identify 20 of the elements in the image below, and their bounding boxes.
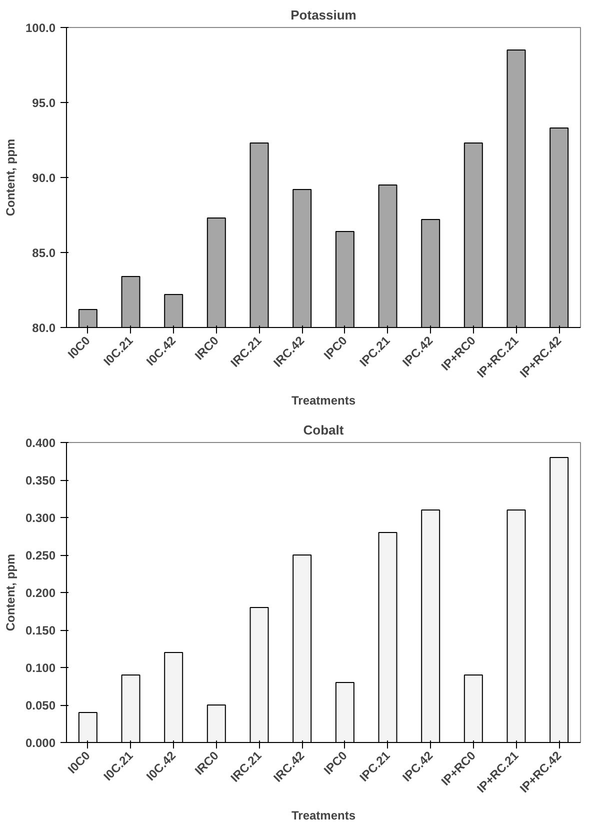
chart-title: Potassium (290, 8, 356, 22)
y-tick-label: 0.350 (25, 474, 56, 488)
y-tick-label: 0.400 (25, 436, 56, 450)
y-tick-label: 0.150 (25, 624, 56, 638)
y-axis-title: Content, ppm (3, 554, 18, 632)
y-tick-label: 80.0 (32, 321, 56, 335)
y-tick-label: 0.300 (25, 511, 56, 525)
y-tick-label: 0.250 (25, 548, 56, 562)
x-axis-title: Treatments (291, 393, 356, 408)
y-tick-label: 90.0 (32, 171, 56, 185)
y-axis-title: Content, ppm (3, 138, 18, 216)
chart-title: Cobalt (303, 422, 344, 438)
y-tick-label: 95.0 (32, 96, 56, 110)
y-tick-label: 0.000 (25, 736, 56, 750)
y-tick-label: 0.200 (25, 586, 56, 600)
y-tick-label: 0.050 (25, 698, 56, 712)
y-tick-label: 100.0 (25, 21, 56, 35)
y-tick-label: 0.100 (25, 661, 56, 675)
y-tick-label: 85.0 (32, 246, 56, 260)
x-axis-title: Treatments (291, 808, 356, 822)
